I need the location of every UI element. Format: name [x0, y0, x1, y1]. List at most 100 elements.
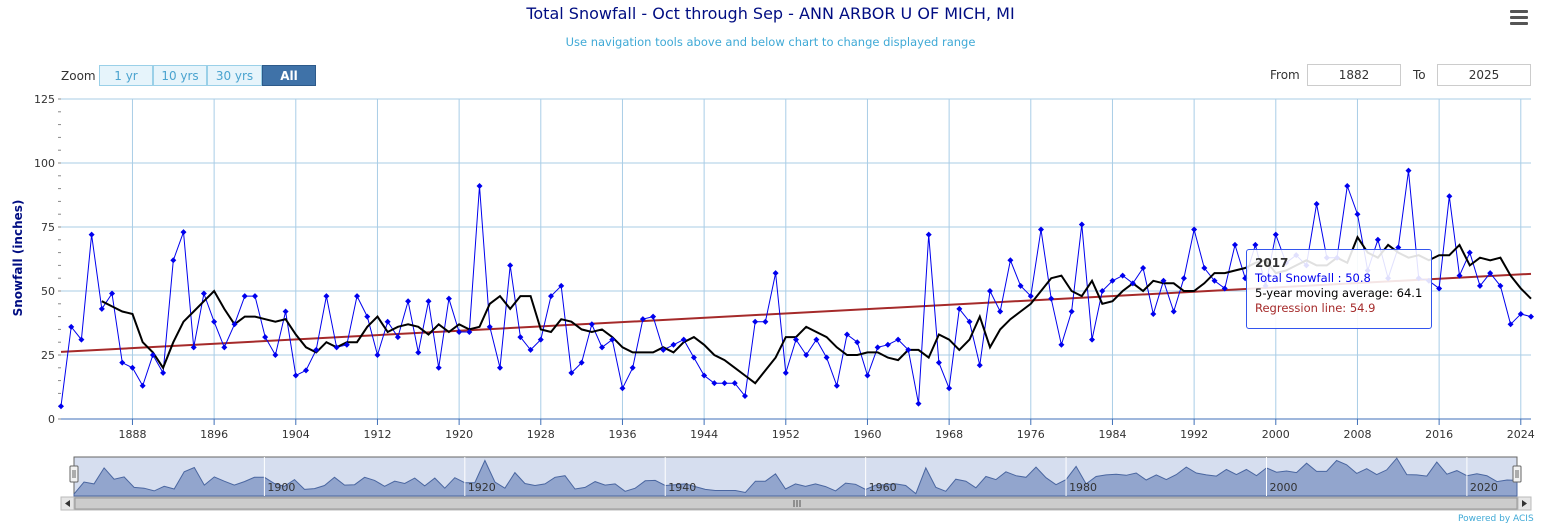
snowfall-point	[731, 380, 738, 387]
y-axis-title: Snowfall (inches)	[11, 200, 25, 317]
snowfall-point	[935, 359, 942, 366]
snowfall-point	[241, 293, 248, 300]
snowfall-point	[405, 298, 412, 305]
navigator-label: 1920	[468, 481, 496, 494]
snowfall-point	[1099, 288, 1106, 294]
snowfall-point	[650, 313, 657, 320]
snowfall-point	[68, 323, 75, 330]
snowfall-point	[599, 344, 606, 351]
arrow-left-icon	[65, 500, 70, 507]
snowfall-point	[149, 352, 156, 358]
x-tick-label: 2016	[1425, 428, 1453, 441]
snowfall-point	[456, 328, 463, 335]
y-axis: 0 25 50 75 100 125	[34, 93, 61, 426]
snowfall-point	[762, 318, 769, 325]
snowfall-point	[905, 346, 912, 353]
context-menu-icon[interactable]	[1510, 10, 1528, 26]
navigator-label: 2000	[1269, 481, 1297, 494]
snowfall-point	[1528, 313, 1534, 320]
snowfall-point	[139, 382, 146, 389]
zoom-1yr-button[interactable]: 1 yr	[99, 65, 153, 86]
snowfall-point	[527, 346, 534, 353]
snowfall-point	[752, 318, 759, 325]
navigator-label: 1980	[1069, 481, 1097, 494]
chart-title: Total Snowfall - Oct through Sep - ANN A…	[526, 4, 1015, 23]
x-tick-label: 1944	[690, 428, 718, 441]
snowfall-point	[1017, 282, 1024, 289]
snowfall-point	[548, 293, 554, 300]
snowfall-point	[211, 318, 218, 325]
x-tick-label: 1976	[1017, 428, 1045, 441]
snowfall-point	[1201, 264, 1208, 271]
snowfall-point	[1405, 167, 1412, 174]
snowfall-point	[578, 359, 585, 366]
snowfall-point	[701, 372, 708, 379]
snowfall-point	[670, 341, 677, 348]
snowfall-point	[629, 364, 636, 371]
snowfall-point	[476, 183, 483, 190]
x-tick-label: 1888	[118, 428, 146, 441]
range-to-input[interactable]: 2025	[1437, 64, 1531, 86]
snowfall-point	[78, 336, 85, 343]
y-tick-label: 100	[34, 157, 55, 170]
tooltip-regression: Regression line: 54.9	[1255, 301, 1376, 315]
navigator-label: 2020	[1470, 481, 1498, 494]
snowfall-point	[956, 305, 963, 312]
snowfall-point	[844, 331, 851, 338]
tooltip-average: 5-year moving average: 64.1	[1255, 286, 1423, 300]
snowfall-point	[445, 295, 452, 302]
arrow-right-icon	[1522, 500, 1527, 507]
snowfall-point	[1048, 295, 1055, 302]
snowfall-point	[803, 352, 810, 358]
snowfall-point	[854, 339, 861, 346]
snowfall-point	[1476, 282, 1483, 289]
snowfall-point	[568, 369, 575, 376]
tooltip-year: 2017	[1255, 256, 1289, 270]
snowfall-point	[1211, 277, 1218, 284]
zoom-10yrs-button[interactable]: 10 yrs	[153, 65, 207, 86]
snowfall-point	[425, 298, 432, 305]
snowfall-point	[109, 290, 116, 297]
snowfall-point	[1395, 244, 1402, 251]
snowfall-point	[88, 231, 95, 238]
snowfall-point	[823, 354, 830, 361]
snowfall-point	[976, 362, 983, 369]
snowfall-point	[1231, 241, 1238, 248]
snowfall-point	[251, 293, 258, 300]
snowfall-point	[1313, 200, 1320, 207]
navigator[interactable]: 1900 1920 1940 1960 1980 2000 2020	[60, 456, 1532, 511]
snowfall-point	[221, 344, 228, 351]
snowfall-point	[1272, 231, 1279, 238]
snowfall-point	[609, 336, 616, 343]
snowfall-point	[1089, 336, 1096, 343]
x-tick-label: 1968	[935, 428, 963, 441]
scrollbar-thumb[interactable]	[74, 497, 1518, 510]
zoom-30yrs-button[interactable]: 30 yrs	[207, 65, 262, 86]
y-tick-label: 125	[34, 93, 55, 106]
powered-by-credit[interactable]: Powered by ACIS	[1458, 514, 1534, 524]
snowfall-point	[343, 341, 350, 348]
snowfall-point	[1007, 257, 1014, 264]
snowfall-point	[741, 392, 748, 399]
zoom-all-button[interactable]: All	[262, 65, 316, 86]
snowfall-point	[782, 369, 789, 376]
snowfall-point	[690, 354, 697, 361]
snowfall-point	[639, 316, 646, 323]
y-tick-label: 0	[48, 413, 55, 426]
navigator-label: 1900	[267, 481, 295, 494]
chart-subtitle: Use navigation tools above and below cha…	[565, 35, 976, 49]
snowfall-point	[1160, 277, 1167, 284]
navigator-right-handle[interactable]	[1512, 465, 1522, 483]
snowfall-point	[1466, 249, 1473, 256]
range-from-input[interactable]: 1882	[1307, 64, 1401, 86]
snowfall-point	[680, 336, 687, 343]
x-axis: 1888 1896 1904 1912 1920 1928 1936 1944 1952 1960…	[61, 418, 1535, 441]
snowfall-point	[1129, 280, 1136, 287]
x-tick-label: 1952	[772, 428, 800, 441]
y-tick-label: 75	[41, 221, 55, 234]
snowfall-point	[231, 321, 238, 328]
x-tick-label: 1896	[200, 428, 228, 441]
navigator-left-handle[interactable]	[69, 465, 79, 483]
snowfall-point	[190, 344, 197, 351]
navigator-label: 1940	[668, 481, 696, 494]
